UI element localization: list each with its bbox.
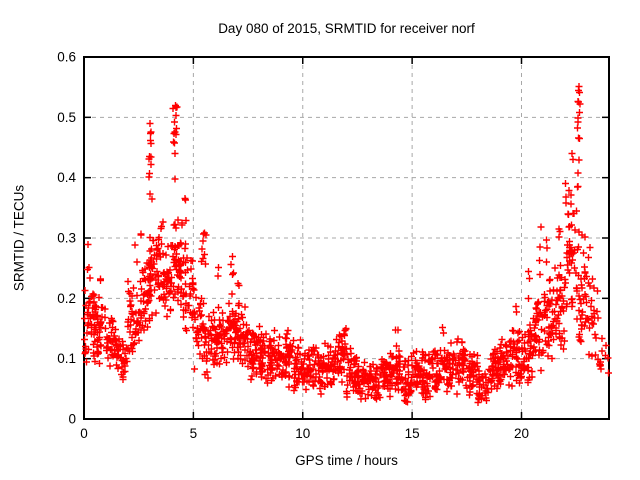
y-tick-label: 0.1 (57, 351, 76, 366)
y-tick-label: 0.6 (57, 50, 76, 65)
x-axis-label: GPS time / hours (295, 453, 398, 468)
y-tick-label: 0.4 (57, 170, 76, 185)
x-tick-label: 5 (190, 426, 198, 441)
y-axis-label: SRMTID / TECUs (11, 184, 27, 292)
chart-title: Day 080 of 2015, SRMTID for receiver nor… (218, 21, 475, 36)
x-tick-label: 0 (80, 426, 88, 441)
y-tick-label: 0.2 (57, 291, 76, 306)
y-tick-label: 0.5 (57, 110, 76, 125)
x-tick-label: 20 (514, 426, 529, 441)
x-tick-label: 15 (405, 426, 420, 441)
x-tick-label: 10 (295, 426, 310, 441)
y-tick-label: 0.3 (57, 231, 76, 246)
plot-border (83, 56, 610, 420)
data-points (81, 83, 612, 406)
y-tick-label: 0 (68, 412, 76, 427)
